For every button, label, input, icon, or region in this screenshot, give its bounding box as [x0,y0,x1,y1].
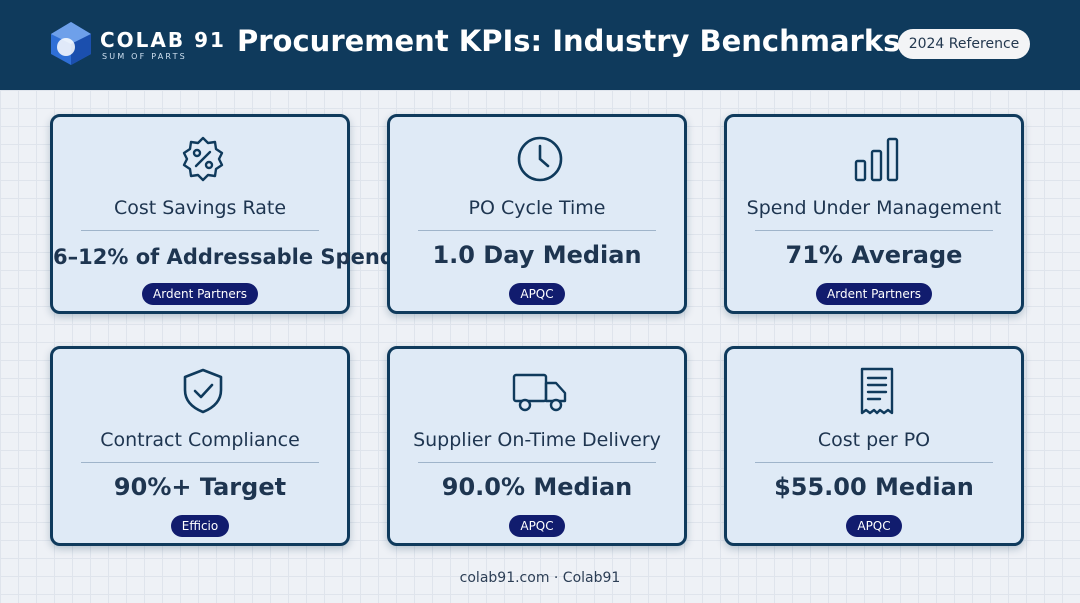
kpi-value: 90.0% Median [441,473,633,501]
percent-badge-icon [179,135,227,183]
brand-tagline: SUM OF PARTS [102,52,187,61]
kpi-title: Spend Under Management [746,197,1002,219]
kpi-value: 90%+ Target [113,473,287,501]
divider [755,230,993,231]
source-badge: Ardent Partners [142,283,258,305]
divider [418,230,656,231]
kpi-card-cost-savings: Cost Savings Rate 6–12% of Addressable S… [50,114,395,314]
source-badge: APQC [509,283,565,305]
header-bar: COLAB 91 SUM OF PARTS Procurement KPIs: … [0,0,1080,90]
footer-credit: colab91.com · Colab91 [459,570,621,586]
source-badge: Ardent Partners [816,283,932,305]
divider [755,462,993,463]
kpi-value: $55.00 Median [774,473,974,501]
source-badge: APQC [846,515,902,537]
receipt-icon [853,367,901,415]
kpi-title: Supplier On-Time Delivery [413,429,661,451]
divider [81,230,319,231]
kpi-card-contract-compliance: Contract Compliance 90%+ Target Efficio [50,346,350,546]
brand-name: COLAB 91 [100,28,226,52]
source-badge: Efficio [170,515,230,537]
page-title: Procurement KPIs: Industry Benchmarks [237,24,901,58]
kpi-card-supplier-on-time-delivery: Supplier On-Time Delivery 90.0% Median A… [387,346,687,546]
kpi-value: 1.0 Day Median [432,241,642,269]
kpi-value: 71% Average [785,241,963,269]
kpi-title: Cost Savings Rate [113,197,287,219]
year-badge: 2024 Reference [898,29,1030,59]
colab91-logo-icon [48,20,94,66]
kpi-card-spend-under-management: Spend Under Management 71% Average Arden… [724,114,1024,314]
kpi-value: 6–12% of Addressable Spend [53,245,395,269]
kpi-title: Cost per PO [817,429,931,451]
source-badge: APQC [509,515,565,537]
kpi-card-cost-per-po: Cost per PO $55.00 Median APQC [724,346,1024,546]
divider [418,462,656,463]
divider [81,462,319,463]
clock-icon [516,135,564,183]
kpi-title: PO Cycle Time [468,197,606,219]
bar-chart-icon [853,135,901,183]
kpi-title: Contract Compliance [100,429,300,451]
kpi-card-po-cycle-time: PO Cycle Time 1.0 Day Median APQC [387,114,687,314]
truck-icon [512,367,567,415]
shield-check-icon [179,367,227,415]
